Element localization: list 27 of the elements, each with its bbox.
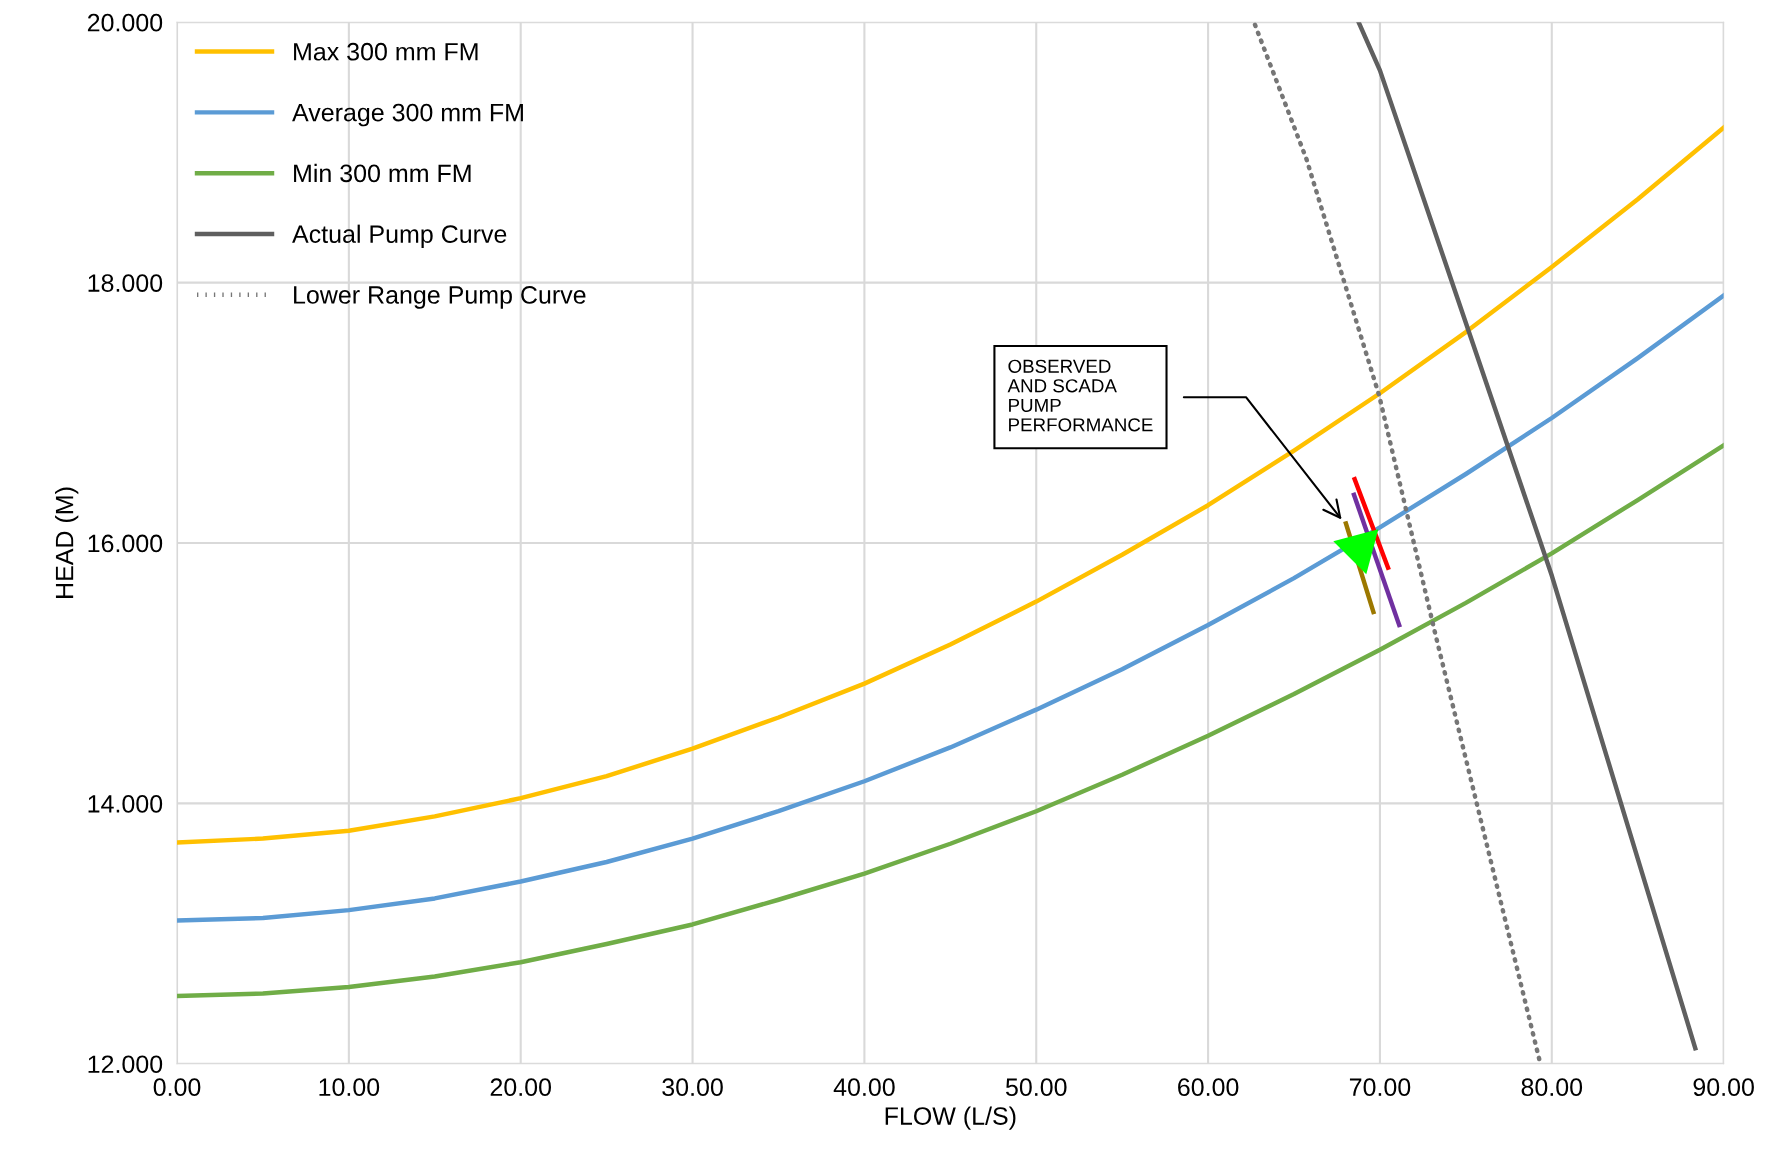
y-tick-label: 14.000 bbox=[88, 795, 163, 813]
x-tick-label: 20.00 bbox=[490, 1078, 552, 1097]
x-tick-label: 70.00 bbox=[1349, 1078, 1411, 1097]
legend-label: Min 300 mm FM bbox=[294, 163, 471, 183]
line-series bbox=[177, 125, 1724, 845]
line-series bbox=[177, 443, 1724, 999]
legend-label: Max 300 mm FM bbox=[294, 42, 478, 61]
x-tick-label: 40.00 bbox=[833, 1078, 895, 1097]
x-axis-title: FLOW (L/S) bbox=[885, 1106, 1016, 1130]
legend-label: Average 300 mm FM bbox=[292, 103, 523, 127]
x-tick-label: 30.00 bbox=[662, 1078, 723, 1097]
x-tick-label: 60.00 bbox=[1178, 1078, 1239, 1097]
x-tick-label: 10.00 bbox=[319, 1078, 380, 1097]
line-series bbox=[1252, 22, 1542, 1063]
y-tick-label: 16.000 bbox=[88, 534, 163, 553]
x-tick-label: 80.00 bbox=[1521, 1078, 1583, 1097]
x-tick-label: 0.00 bbox=[153, 1078, 201, 1097]
y-axis-title: HEAD (M) bbox=[55, 487, 79, 598]
annotation: OBSERVED AND SCADA PUMP PERFORMANCE bbox=[1007, 359, 1153, 432]
y-tick-label: 12.000 bbox=[88, 1055, 163, 1074]
x-tick-label: 50.00 bbox=[1005, 1078, 1067, 1097]
y-tick-label: 18.000 bbox=[88, 274, 163, 292]
line-series bbox=[1356, 22, 1698, 1051]
legend-label: Lower Range Pump Curve bbox=[294, 286, 586, 309]
x-tick-label: 90.00 bbox=[1693, 1078, 1754, 1097]
legend-label: Actual Pump Curve bbox=[292, 224, 507, 248]
y-tick-label: 20.000 bbox=[87, 13, 163, 32]
